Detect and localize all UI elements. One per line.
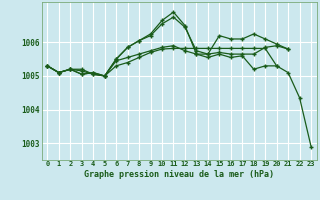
- X-axis label: Graphe pression niveau de la mer (hPa): Graphe pression niveau de la mer (hPa): [84, 170, 274, 179]
